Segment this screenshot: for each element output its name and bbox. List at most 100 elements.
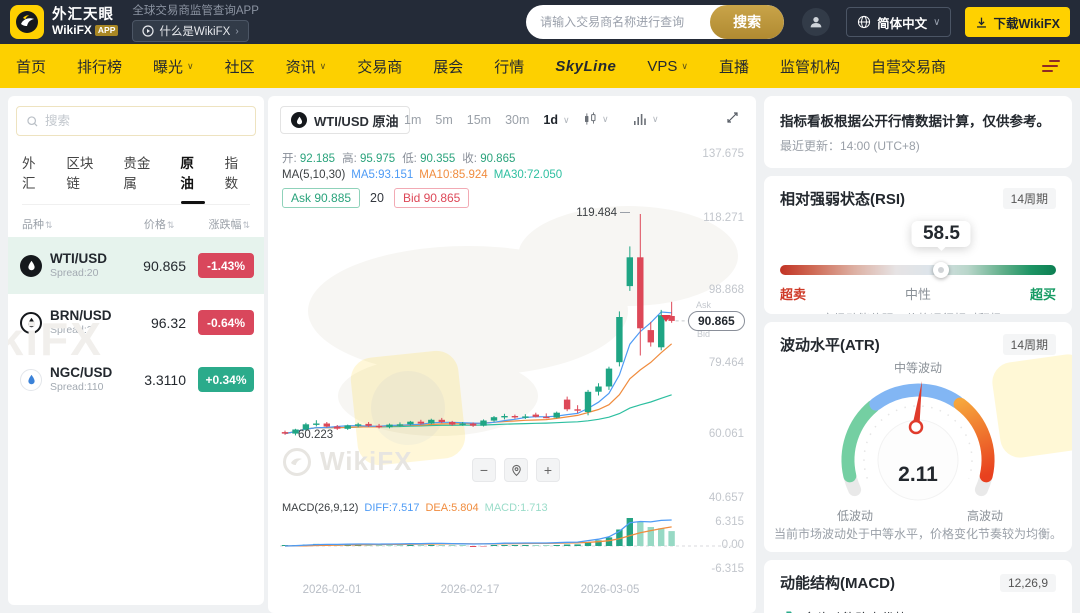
top-header: 外汇天眼 WikiFX APP 全球交易商监管查询APP 什么是WikiFX ›…: [0, 0, 1080, 44]
tab-指数[interactable]: 指数: [224, 156, 239, 191]
instrument-search-input[interactable]: [45, 114, 246, 128]
rsi-gauge-track[interactable]: [780, 265, 1056, 275]
x-axis-label: 2026-03-05: [580, 584, 640, 596]
column-change[interactable]: 涨跌幅⇅: [208, 219, 250, 231]
nav-item-直播[interactable]: 直播: [719, 56, 749, 77]
instrument-search-box: [16, 106, 256, 136]
symbol-selector[interactable]: WTI/USD 原油: [280, 106, 410, 134]
chart-type-selector[interactable]: ∨: [582, 111, 609, 127]
last-updated: 最近更新：14:00 (UTC+8): [780, 139, 920, 153]
column-price[interactable]: 价格⇅: [143, 219, 175, 231]
instrument-name-block: WTI/USD Spread:20: [50, 251, 107, 281]
instrument-symbol: WTI/USD: [50, 250, 107, 266]
broker-search-input[interactable]: [526, 15, 711, 29]
last-price-pill: 90.865: [688, 311, 745, 331]
nav-item-VPS[interactable]: VPS ∨: [647, 58, 688, 75]
tab-外汇[interactable]: 外汇: [22, 156, 36, 191]
atr-description: 当前市场波动处于中等水平，价格变化节奏较为均衡。: [773, 527, 1062, 541]
fullscreen-button[interactable]: [725, 110, 740, 130]
macd-description: 多头动能略占优势: [803, 608, 907, 613]
price-axis-label: 137.675: [702, 148, 744, 160]
chevron-right-icon: ›: [235, 25, 239, 37]
timeframe-15m[interactable]: 15m: [466, 113, 492, 127]
nav-item-行情[interactable]: 行情: [494, 56, 524, 77]
last-price-marker: [661, 315, 671, 322]
rsi-description: 市场动能偏强，价格运行相对积极。: [780, 310, 1056, 314]
price-axis-label: 98.868: [708, 284, 744, 296]
brand-block: 外汇天眼 WikiFX APP: [52, 6, 119, 37]
column-symbol[interactable]: 品种⇅: [22, 219, 53, 231]
ask-tag: Ask: [696, 300, 712, 310]
nav-item-label: 曝光: [153, 58, 184, 76]
download-icon: [977, 17, 987, 28]
change-badge: +0.34%: [198, 367, 254, 392]
nav-item-展会[interactable]: 展会: [433, 56, 463, 77]
user-avatar[interactable]: [802, 8, 831, 36]
instrument-row-BRN/USD[interactable]: BRN/USD Spread:2 96.32 -0.64%: [8, 294, 264, 351]
globe-icon: [858, 15, 871, 29]
play-icon: [142, 25, 154, 37]
oil-drop-black-icon: [20, 254, 42, 277]
timeframe-1m[interactable]: 1m: [404, 113, 422, 127]
notice-title: 指标看板根据公开行情数据计算，仅供参考。: [780, 114, 1050, 129]
tab-原油[interactable]: 原油: [180, 152, 205, 204]
search-button[interactable]: 搜索: [710, 5, 785, 39]
wikifx-logo-icon[interactable]: [10, 5, 44, 39]
instrument-name-block: NGC/USD Spread:110: [50, 365, 112, 395]
indicator-panel: 指标看板根据公开行情数据计算，仅供参考。 最近更新：14:00 (UTC+8) …: [764, 96, 1072, 613]
nav-item-label: 直播: [718, 58, 749, 76]
indicator-selector[interactable]: ∨: [632, 111, 659, 127]
nav-item-自营交易商[interactable]: 自营交易商: [871, 56, 946, 77]
instrument-row-WTI/USD[interactable]: WTI/USD Spread:20 90.865 -1.43%: [8, 237, 264, 294]
zoom-in-button[interactable]: +: [536, 458, 560, 482]
language-selector[interactable]: 简体中文 ∨: [846, 7, 952, 37]
nav-item-曝光[interactable]: 曝光 ∨: [153, 56, 194, 77]
nav-item-排行榜[interactable]: 排行榜: [77, 56, 122, 77]
nav-item-label: 首页: [16, 58, 47, 76]
atr-card: 波动水平(ATR) 14周期 中等波动: [764, 322, 1072, 552]
oil-drop-ring-icon: [20, 311, 42, 334]
gauge-dial: [841, 381, 995, 501]
change-badge: -1.43%: [198, 253, 254, 278]
nav-more-menu-icon[interactable]: [1042, 58, 1060, 75]
rsi-gauge-handle[interactable]: [933, 262, 950, 278]
neutral-label: 中性: [904, 287, 931, 302]
nav-item-资讯[interactable]: 资讯 ∨: [286, 56, 327, 77]
locate-button[interactable]: [504, 458, 528, 482]
nav-item-监管机构[interactable]: 监管机构: [780, 56, 840, 77]
price-axis-label: 118.271: [703, 212, 744, 224]
instrument-spread: Spread:2: [50, 324, 93, 337]
notice-card: 指标看板根据公开行情数据计算，仅供参考。 最近更新：14:00 (UTC+8): [764, 96, 1072, 168]
nav-item-label: VPS: [647, 57, 678, 75]
expand-icon: [727, 112, 738, 123]
up-trend-arrow-icon: ↗: [780, 607, 793, 613]
download-wikifx-button[interactable]: 下载WikiFX: [965, 7, 1070, 37]
instrument-price: 3.3110: [144, 371, 186, 388]
nav-item-SkyLine[interactable]: SkyLine: [555, 58, 616, 75]
chevron-down-icon: ∨: [681, 60, 688, 71]
oversold-label: 超卖: [780, 287, 807, 302]
nav-item-社区[interactable]: 社区: [225, 56, 255, 77]
instrument-row-NGC/USD[interactable]: NGC/USD Spread:110 3.3110 +0.34%: [8, 351, 264, 408]
nav-item-交易商[interactable]: 交易商: [357, 56, 402, 77]
what-is-wikifx-button[interactable]: 什么是WikiFX ›: [132, 20, 249, 42]
macd-title: 动能结构(MACD): [780, 575, 895, 592]
map-watermark: [518, 206, 738, 306]
nav-item-label: 排行榜: [77, 58, 123, 76]
zoom-out-button[interactable]: −: [472, 458, 496, 482]
timeframe-1d[interactable]: 1d: [543, 113, 558, 127]
chart-watermark: WikiFX: [282, 446, 412, 477]
timeframe-5m[interactable]: 5m: [435, 113, 453, 127]
nav-item-首页[interactable]: 首页: [16, 56, 46, 77]
brand-name-cn: 外汇天眼: [52, 6, 114, 23]
tab-区块链[interactable]: 区块链: [66, 156, 94, 191]
timeframe-30m[interactable]: 30m: [505, 113, 530, 127]
search-icon: [27, 115, 38, 126]
what-is-label: 什么是WikiFX: [159, 26, 231, 38]
tab-贵金属[interactable]: 贵金属: [123, 156, 151, 191]
chevron-down-icon: ∨: [563, 114, 570, 125]
language-label: 简体中文: [877, 16, 928, 31]
rsi-card: 相对强弱状态(RSI) 14周期 58.5 超卖 中性 超买 市场动能偏强，价格…: [764, 176, 1072, 314]
instrument-symbol: NGC/USD: [50, 364, 113, 380]
ask-price: Ask 90.885: [282, 188, 361, 208]
